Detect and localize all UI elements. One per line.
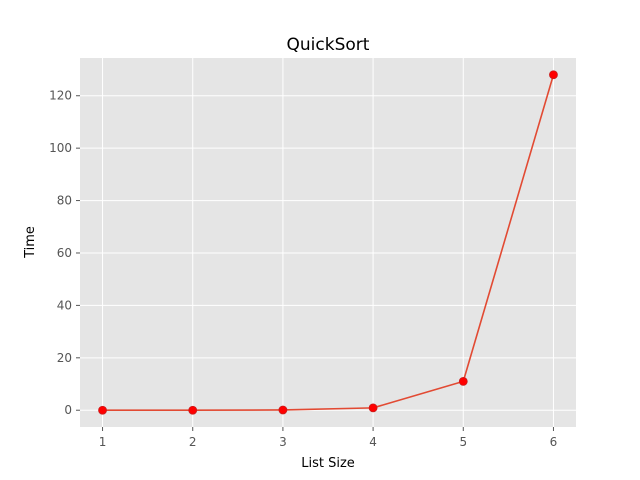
y-tick-label: 20 <box>57 351 72 365</box>
plot-area <box>80 58 576 427</box>
x-tick-label: 6 <box>550 435 558 449</box>
x-axis-label: List Size <box>301 456 355 471</box>
x-tick-label: 2 <box>189 435 197 449</box>
data-point <box>549 70 558 80</box>
y-tick-label: 0 <box>64 403 72 417</box>
x-tick-label: 3 <box>279 435 287 449</box>
y-tick-label: 100 <box>49 141 72 155</box>
data-point <box>98 405 107 415</box>
y-tick-label: 80 <box>57 194 72 208</box>
chart-title: QuickSort <box>287 35 370 55</box>
grid-lines <box>80 58 576 427</box>
x-tick-label: 4 <box>369 435 377 449</box>
data-point <box>458 376 468 386</box>
y-tick-label: 40 <box>57 298 72 312</box>
x-tick-label: 5 <box>459 435 467 449</box>
y-tick-label: 120 <box>49 89 72 103</box>
series-line <box>102 74 555 412</box>
y-axis-label: Time <box>23 226 38 259</box>
data-point <box>188 405 198 415</box>
data-point <box>368 403 378 413</box>
x-tick-label: 1 <box>99 435 107 449</box>
data-point <box>278 405 288 415</box>
series-layer <box>98 70 558 415</box>
y-tick-label: 60 <box>57 246 72 260</box>
